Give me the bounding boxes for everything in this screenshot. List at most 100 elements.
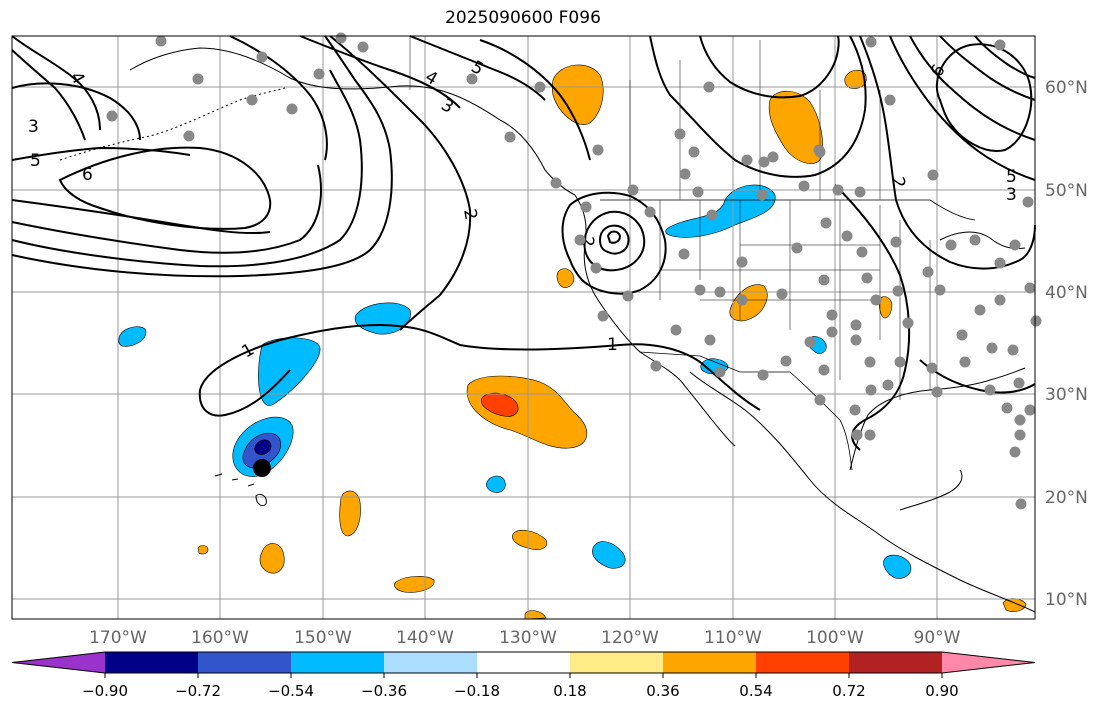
station-dot bbox=[969, 234, 981, 246]
anomaly-pos-small-1 bbox=[339, 490, 361, 537]
station-dot bbox=[931, 386, 943, 398]
station-dot bbox=[959, 356, 971, 368]
station-dot bbox=[994, 294, 1006, 306]
lon-tick-label: 160°W bbox=[191, 628, 249, 648]
lon-tick-label: 100°W bbox=[806, 628, 864, 648]
lat-tick-label: 40°N bbox=[1045, 283, 1088, 303]
colorbar-segment bbox=[105, 652, 199, 673]
station-dot bbox=[870, 294, 882, 306]
station-dot bbox=[864, 429, 876, 441]
lat-tick-label: 50°N bbox=[1045, 181, 1088, 201]
anomaly-neg-far-west bbox=[118, 326, 147, 347]
station-dot bbox=[851, 429, 863, 441]
height-contours bbox=[11, 35, 1036, 451]
coast-yucatan bbox=[899, 469, 963, 511]
contour-label: 2 bbox=[887, 175, 909, 189]
contour-5-westb bbox=[11, 199, 271, 235]
station-dot bbox=[650, 360, 662, 372]
lon-tick-label: 140°W bbox=[396, 628, 454, 648]
contour-6-canada bbox=[479, 39, 591, 161]
colorbar-extend-high bbox=[942, 652, 1035, 673]
coast-mexico-west bbox=[689, 371, 1036, 613]
lon-tick-label: 170°W bbox=[89, 628, 147, 648]
station-dot bbox=[550, 177, 562, 189]
station-dot bbox=[704, 334, 716, 346]
station-dot bbox=[974, 304, 986, 316]
anomaly-neg-hawaii-core bbox=[254, 439, 272, 455]
contour-1-pacific-b bbox=[198, 369, 291, 417]
station-dot bbox=[814, 146, 826, 158]
station-dot bbox=[692, 186, 704, 198]
contour-6-west bbox=[58, 146, 272, 230]
contour-6-east bbox=[974, 35, 1036, 79]
station-dot bbox=[865, 36, 877, 48]
station-dot bbox=[757, 369, 769, 381]
contour-2-north bbox=[561, 191, 667, 295]
coast-gulf bbox=[849, 367, 1026, 471]
station-dot bbox=[994, 257, 1006, 269]
anomaly-pos-ca bbox=[556, 268, 575, 288]
station-dot bbox=[592, 144, 604, 156]
colorbar-tick-label: −0.36 bbox=[361, 682, 407, 700]
station-dot bbox=[706, 209, 718, 221]
anomaly-neg-small-2 bbox=[592, 541, 626, 569]
contour-label: 2 bbox=[459, 207, 481, 221]
colorbar-extend-low bbox=[12, 652, 105, 673]
station-dot bbox=[627, 184, 639, 196]
station-dot bbox=[313, 68, 325, 80]
colorbar-tick-label: −0.18 bbox=[454, 682, 500, 700]
contour-2-west-top bbox=[11, 49, 86, 141]
station-dot bbox=[818, 274, 830, 286]
station-dot bbox=[256, 51, 268, 63]
station-dot bbox=[850, 334, 862, 346]
colorbar-tick-label: −0.72 bbox=[175, 682, 221, 700]
station-dot bbox=[832, 184, 844, 196]
station-dot bbox=[864, 356, 876, 368]
anomaly-neg-nw-us bbox=[665, 184, 776, 238]
station-dot bbox=[644, 206, 656, 218]
station-dot bbox=[1013, 377, 1025, 389]
coast-alaska bbox=[129, 47, 576, 196]
station-dot bbox=[574, 234, 586, 246]
contour-3-alaska bbox=[229, 35, 328, 161]
station-dot bbox=[466, 73, 478, 85]
station-dot bbox=[854, 186, 866, 198]
contour-4-west bbox=[11, 35, 101, 131]
anomaly-pos-small-2 bbox=[259, 543, 285, 574]
station-dot bbox=[927, 169, 939, 181]
station-dot bbox=[1015, 498, 1027, 510]
station-dot bbox=[956, 329, 968, 341]
anomaly-neg-central-am bbox=[883, 554, 912, 579]
station-dot bbox=[841, 230, 853, 242]
colorbar-tick-label: 0.90 bbox=[925, 682, 958, 700]
station-dot bbox=[856, 246, 868, 258]
colorbar-tick-label: −0.54 bbox=[268, 682, 314, 700]
contour-4-core bbox=[606, 230, 622, 244]
station-dot bbox=[106, 110, 118, 122]
contour-4-alaska bbox=[299, 35, 461, 109]
colorbar-segment bbox=[570, 652, 664, 673]
colorbar-segment bbox=[291, 652, 385, 673]
colorbar-tick-labels: −0.90 −0.72 −0.54 −0.36 −0.18 0.18 0.36 0.54 0.7… bbox=[82, 673, 959, 700]
station-dot bbox=[1001, 402, 1013, 414]
station-dot bbox=[820, 217, 832, 229]
anomaly-pos-small-6 bbox=[879, 296, 893, 319]
map-frame bbox=[11, 35, 1036, 620]
colorbar-segment bbox=[477, 652, 571, 673]
contour-label: 3 bbox=[1006, 185, 1017, 205]
station-dot bbox=[1007, 344, 1019, 356]
anomaly-pos-small-8 bbox=[524, 610, 547, 620]
contour-5-alaska bbox=[409, 35, 546, 101]
colorbar-tick-label: 0.72 bbox=[832, 682, 865, 700]
colorbar-tick-label: 0.18 bbox=[553, 682, 586, 700]
station-dot bbox=[703, 81, 715, 93]
anomaly-pos-pacific-core bbox=[481, 392, 519, 417]
highlight-marker bbox=[253, 459, 271, 477]
lat-tick-label: 10°N bbox=[1045, 590, 1088, 610]
station-dot bbox=[246, 94, 258, 106]
latitude-labels: 60°N 50°N 40°N 30°N 20°N 10°N bbox=[1045, 78, 1088, 610]
contour-2-pacific bbox=[329, 35, 472, 331]
station-dot bbox=[286, 103, 298, 115]
station-dot bbox=[1009, 446, 1021, 458]
station-dot bbox=[674, 128, 686, 140]
